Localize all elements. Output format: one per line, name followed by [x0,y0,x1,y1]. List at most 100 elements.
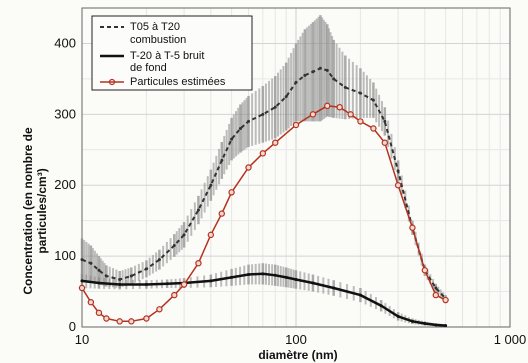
data-point [144,282,148,286]
data-point [144,267,148,271]
data-point [228,189,235,196]
data-point [434,286,438,290]
legend: T05 à T20 combustion T-20 à T-5 bruit de… [91,15,253,91]
legend-label-background-line1: T-20 à T-5 bruit [130,50,204,62]
data-point [332,286,336,290]
data-point [284,275,288,279]
data-point [180,281,188,288]
y-axis-title-line2: particules/cm³) [35,168,49,253]
legend-box [91,15,253,91]
data-point [343,85,347,89]
legend-label-background-line2: de fond [130,62,167,74]
data-point [273,273,277,277]
data-point [209,183,213,187]
ticks: 10 100 1 000 0 100 200 300 400 [54,35,526,347]
data-point [230,275,234,279]
data-point [410,319,414,323]
data-point [165,282,169,286]
data-point [261,112,265,116]
data-point [383,119,387,123]
data-point [128,318,135,325]
x-tick-label: 100 [285,332,307,347]
y-tick-label: 300 [54,106,76,121]
data-point [89,261,93,265]
data-point [311,70,315,74]
data-point [371,98,375,102]
data-point [143,315,150,322]
data-point [318,66,322,70]
data-point [358,91,362,95]
data-point [294,278,298,282]
data-point [196,208,200,212]
data-point [309,111,317,118]
data-point [421,267,429,274]
data-point [97,281,101,285]
data-point [381,139,389,146]
data-point [156,306,163,313]
legend-item-estimated: Particules estimées [100,76,226,88]
plot-frame [81,7,511,328]
data-point [97,268,101,272]
data-point [80,279,84,283]
data-point [292,121,300,129]
data-point [325,68,329,72]
y-axis-title-line1: Concentration (en nombre de [21,127,35,295]
data-point [207,231,215,239]
legend-marker-estimated [108,78,116,86]
data-point [284,95,288,99]
data-point [294,80,298,84]
legend-item-background: T-20 à T-5 bruit de fond [100,50,204,74]
y-tick-label: 400 [54,35,76,50]
x-tick-label: 1 000 [494,332,527,347]
data-point [259,150,267,157]
data-point [332,77,336,81]
data-point [432,291,439,299]
data-point [394,182,402,189]
series-t-20-t-5-bruit-de-fond-line [81,272,446,327]
x-tick-label: 10 [75,332,89,347]
data-point [157,258,161,262]
data-point [220,158,224,162]
legend-label-combustion-line1: T05 à T20 [130,21,180,33]
data-point [370,125,377,132]
data-point [238,127,242,131]
series-layer [78,15,449,328]
series-t05-t20-combustion-line [81,67,447,300]
data-point [247,119,251,123]
data-point [247,273,251,277]
y-tick-label: 200 [54,177,76,192]
legend-label-estimated: Particules estimées [130,76,226,88]
data-point [396,314,400,318]
legend-item-combustion: T05 à T20 combustion [100,21,186,46]
y-tick-label: 0 [69,319,76,334]
data-point [261,272,265,276]
data-point [347,111,354,118]
legend-label-combustion-line2: combustion [130,34,186,46]
data-point [442,296,449,304]
data-point [104,274,108,278]
y-tick-label: 100 [54,248,76,263]
data-point [87,298,95,306]
data-point [434,323,438,327]
data-point [172,243,176,247]
data-point [336,104,343,111]
data-point [129,274,133,278]
data-point [423,321,427,325]
data-point [118,278,122,282]
data-point [103,315,110,322]
data-point [195,260,202,267]
data-point [379,304,383,308]
data-point [78,284,86,292]
data-point [116,318,123,325]
data-point [209,279,213,283]
data-point [324,102,331,110]
data-point [409,224,416,231]
data-point [80,258,84,262]
data-point [218,210,225,217]
data-point [303,73,307,77]
series-t05-t20-combustion-points [80,66,448,301]
data-point [358,293,362,297]
data-point [272,139,279,146]
